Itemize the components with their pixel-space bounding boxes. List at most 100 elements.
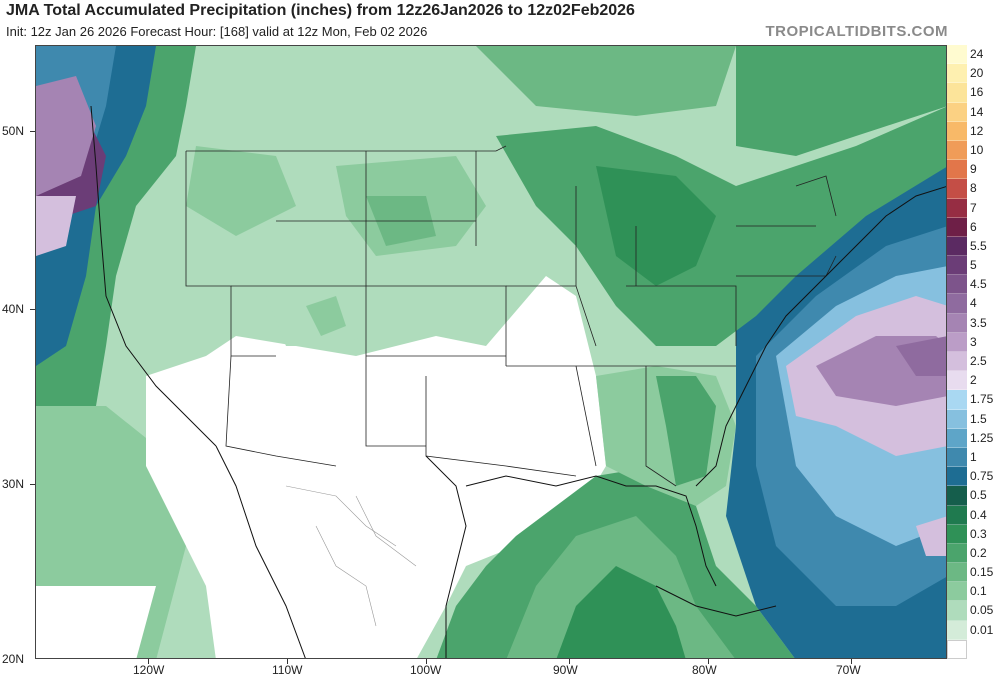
legend-label: 1 [970, 449, 977, 464]
legend-item: 1.25 [947, 428, 1000, 448]
lon-label-100w: 100W [410, 663, 442, 677]
lat-tick [30, 484, 35, 485]
legend-item: 20 [947, 64, 1000, 84]
legend-swatch [947, 313, 967, 333]
legend-item: 7 [947, 198, 1000, 218]
legend-label: 5.5 [970, 238, 987, 253]
legend-label: 0.75 [970, 469, 994, 484]
brand-watermark: TROPICALTIDBITS.COM [765, 23, 948, 40]
legend-label: 2.5 [970, 354, 987, 368]
lat-label-30n: 30N [2, 477, 25, 491]
legend-label: 8 [970, 181, 977, 196]
legend-item: 3.5 [947, 313, 1000, 333]
legend-item: 0.5 [947, 486, 1000, 506]
legend-item: 9 [947, 160, 1000, 180]
legend-swatch [947, 45, 967, 65]
legend-item: 4.5 [947, 275, 1000, 295]
lon-label-80w: 80W [692, 663, 717, 677]
legend-swatch [947, 217, 967, 237]
legend-label: 1.5 [970, 411, 987, 426]
legend-swatch [947, 179, 967, 199]
legend-item: 0.75 [947, 467, 1000, 487]
legend-swatch [947, 428, 967, 448]
legend-item: 2 [947, 371, 1000, 391]
legend-item: 1 [947, 447, 1000, 468]
lon-tick [426, 659, 427, 664]
legend-item: 0.01 [947, 620, 1000, 640]
legend-item: 6 [947, 217, 1000, 237]
precipitation-map [35, 45, 947, 659]
legend-label: 4 [970, 296, 977, 311]
legend-label: 16 [970, 85, 984, 100]
legend-swatch [947, 543, 967, 564]
lat-label-50n: 50N [2, 124, 25, 138]
legend-item: 8 [947, 179, 1000, 199]
legend-swatch [947, 486, 967, 506]
legend-item [947, 639, 1000, 659]
legend-swatch [947, 83, 967, 103]
legend-label: 1.75 [970, 392, 994, 407]
legend-label: 14 [970, 104, 984, 119]
forecast-info: Init: 12z Jan 26 2026 Forecast Hour: [16… [6, 24, 428, 39]
legend-swatch [947, 467, 967, 487]
legend-label: 0.2 [970, 545, 987, 560]
legend-label: 0.1 [970, 584, 987, 599]
legend-swatch [947, 352, 967, 372]
legend-swatch [947, 275, 967, 295]
legend-swatch [947, 390, 967, 410]
legend-label: 0.3 [970, 526, 987, 541]
legend-label: 0.4 [970, 507, 987, 522]
legend-label: 3 [970, 334, 977, 349]
legend-item: 5 [947, 256, 1000, 276]
lon-tick [708, 659, 709, 664]
lon-label-70w: 70W [836, 663, 861, 677]
legend-item: 14 [947, 102, 1000, 122]
legend-label: 24 [970, 47, 984, 61]
legend-swatch [947, 160, 967, 180]
legend-swatch [947, 121, 967, 141]
legend-swatch [947, 256, 967, 276]
lat-tick [30, 131, 35, 132]
legend-swatch [947, 140, 967, 161]
legend-item: 10 [947, 140, 1000, 161]
lon-label-90w: 90W [553, 663, 578, 677]
legend-swatch [947, 505, 967, 525]
legend-swatch [947, 563, 967, 583]
legend-label: 0.5 [970, 488, 987, 503]
legend-item: 5.5 [947, 236, 1000, 257]
legend-swatch [947, 332, 967, 352]
legend-label: 9 [970, 162, 977, 177]
legend-item: 3 [947, 332, 1000, 352]
legend-swatch [947, 102, 967, 122]
legend-swatch [947, 409, 967, 429]
legend-swatch [947, 639, 967, 659]
legend-swatch [947, 524, 967, 544]
legend-label: 3.5 [970, 315, 987, 330]
legend-item: 12 [947, 121, 1000, 141]
legend-swatch [947, 198, 967, 218]
lon-label-110w: 110W [272, 663, 303, 677]
legend-swatch [947, 582, 967, 602]
legend-label: 12 [970, 123, 984, 138]
legend-label: 10 [970, 142, 984, 157]
legend-label: 0.05 [970, 603, 994, 618]
legend-label: 7 [970, 200, 977, 215]
legend-item: 2.5 [947, 352, 1000, 372]
legend-label: 2 [970, 373, 977, 388]
lat-label-20n: 20N [2, 652, 25, 666]
legend-swatch [947, 601, 967, 621]
map-title: JMA Total Accumulated Precipitation (inc… [6, 2, 635, 19]
legend-label: 0.01 [970, 622, 994, 637]
legend-swatch [947, 236, 967, 257]
legend-item: 0.3 [947, 524, 1000, 544]
legend-item: 1.5 [947, 409, 1000, 429]
legend-label: 6 [970, 219, 977, 234]
lon-tick [148, 659, 149, 664]
legend-item: 0.05 [947, 601, 1000, 621]
lon-tick [569, 659, 570, 664]
legend-item: 0.1 [947, 582, 1000, 602]
legend-item: 1.75 [947, 390, 1000, 410]
legend-item: 0.4 [947, 505, 1000, 525]
legend-label: 0.15 [970, 565, 994, 580]
lon-tick [287, 659, 288, 664]
